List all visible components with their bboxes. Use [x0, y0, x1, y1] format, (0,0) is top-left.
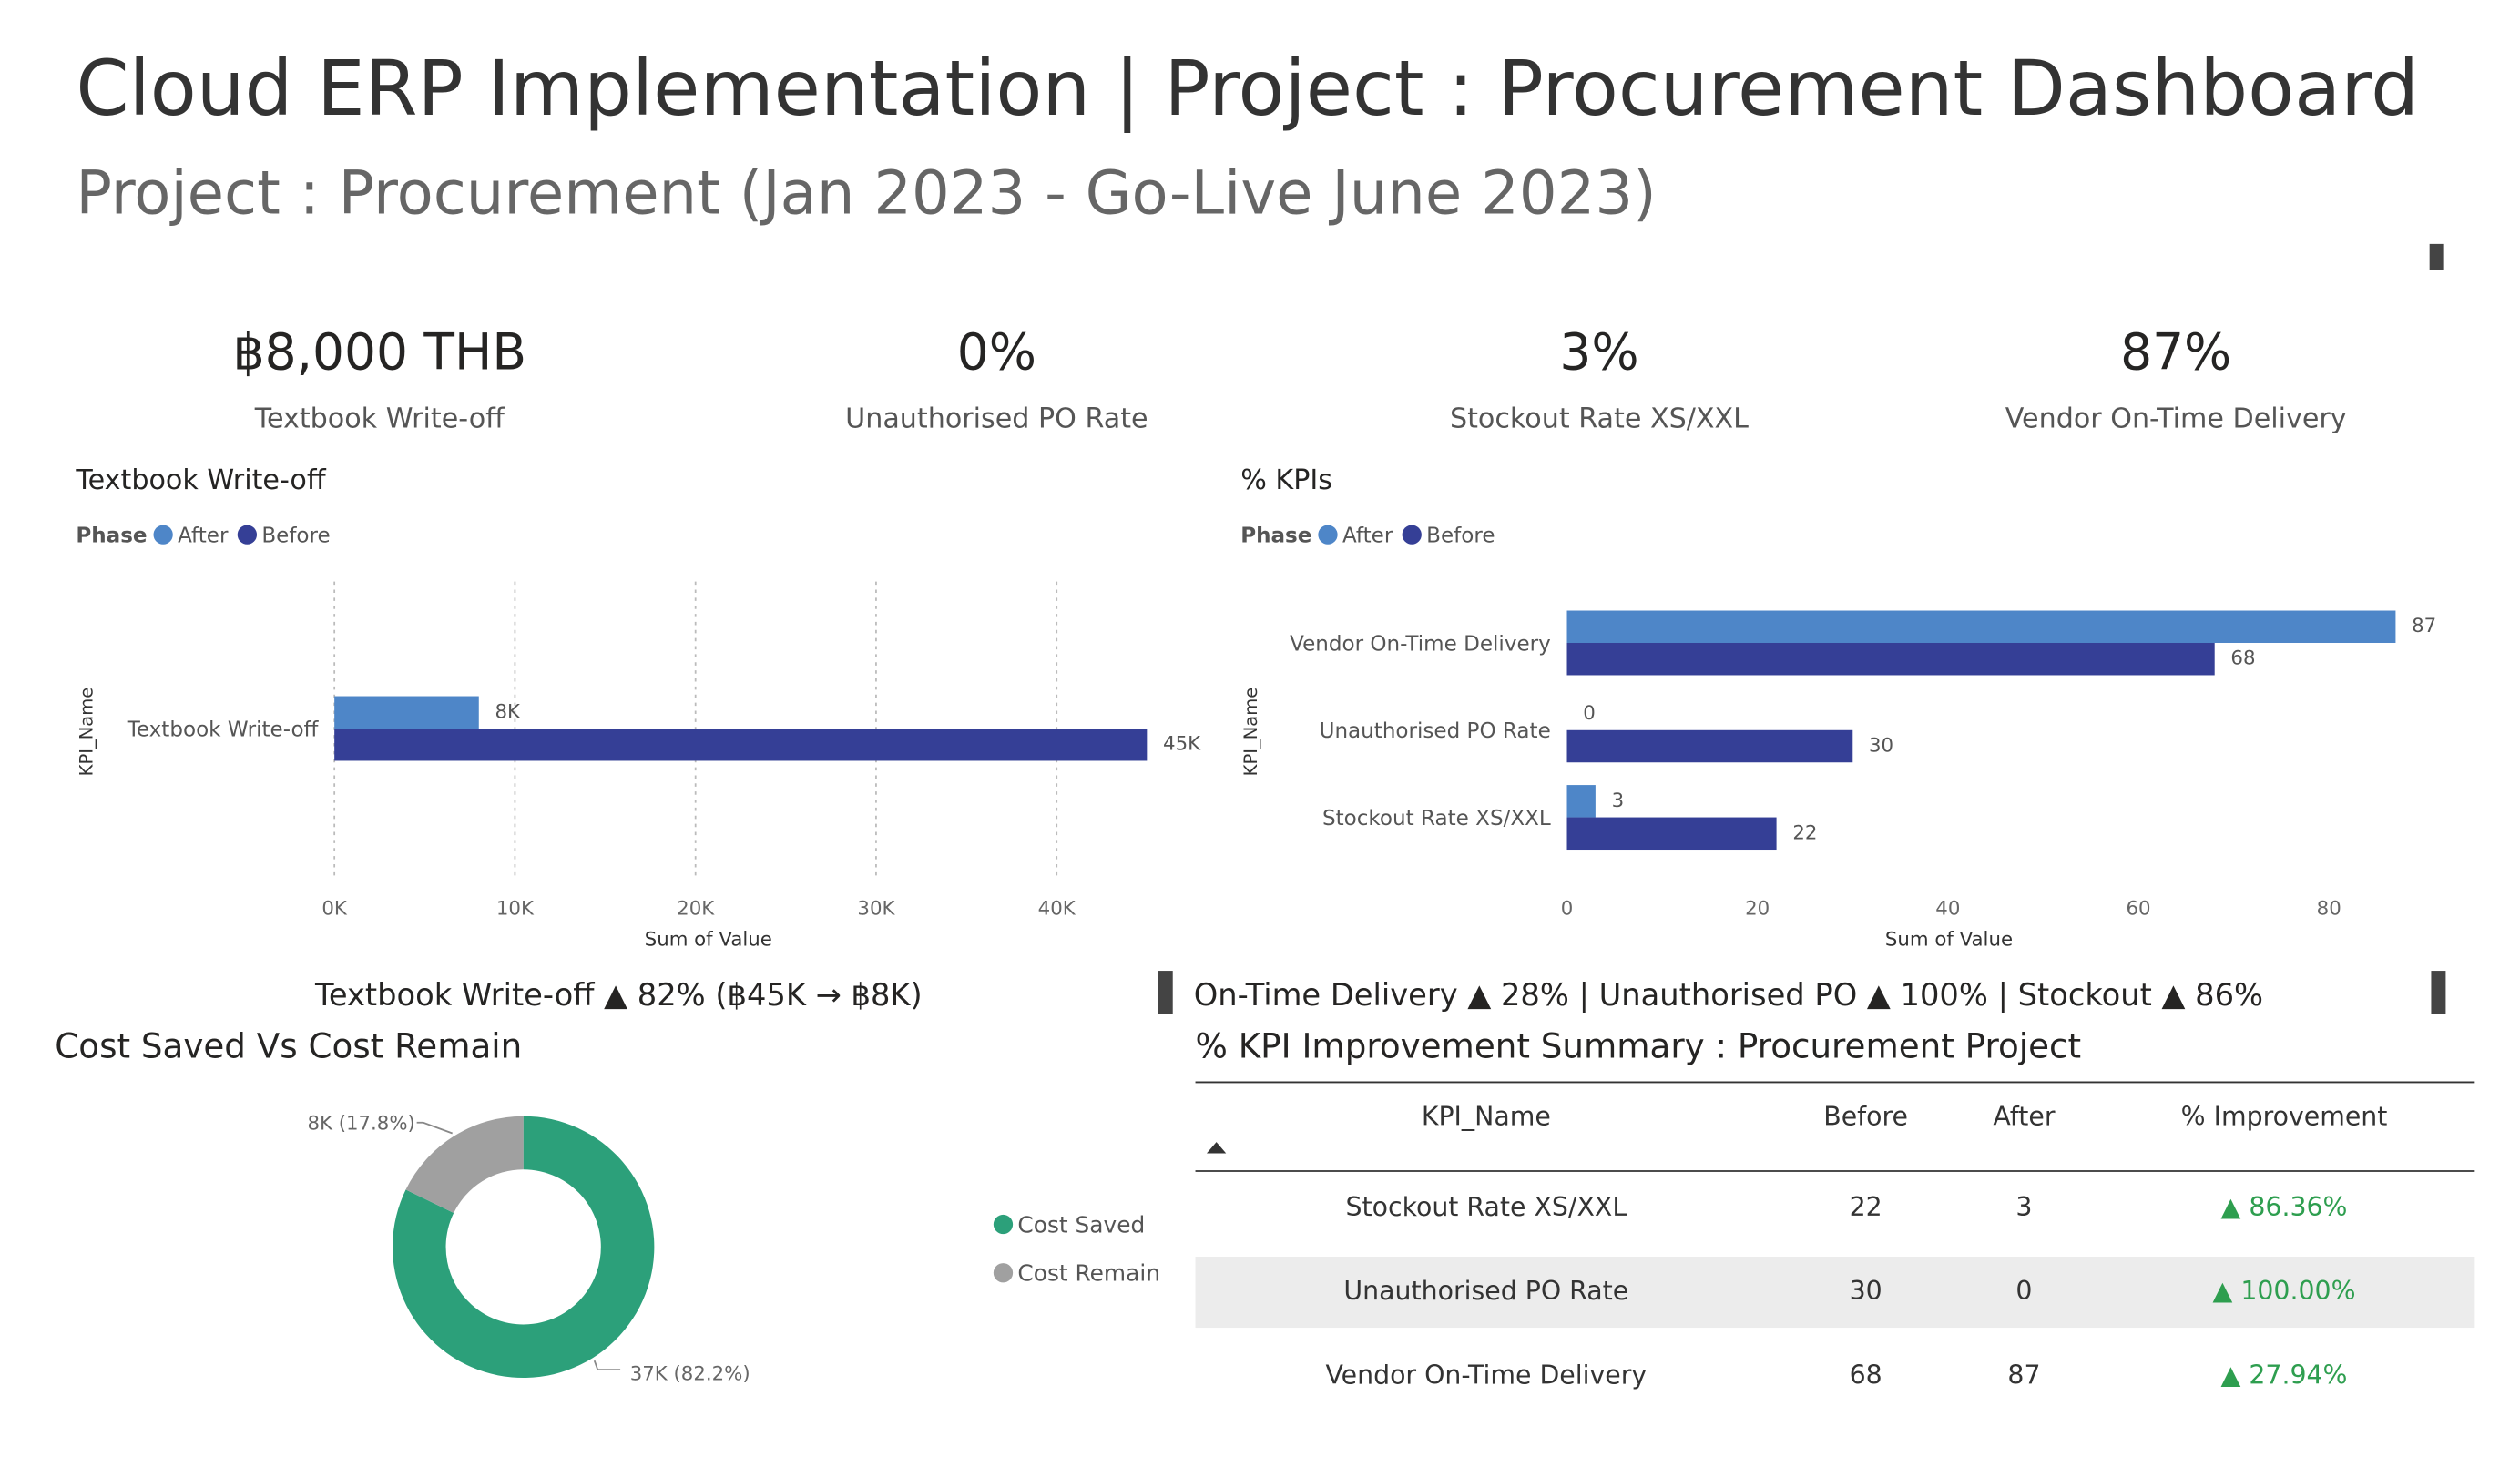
column-header: % Improvement	[2181, 1101, 2388, 1131]
y-tick-label: Unauthorised PO Rate	[1320, 719, 1551, 743]
kpi-value: 87%	[2120, 322, 2231, 381]
chart-annotation: On-Time Delivery ▲ 28% | Unauthorised PO…	[1194, 977, 2263, 1013]
bar	[334, 728, 1148, 761]
data-label: 30	[1869, 735, 1893, 758]
kpi-value: ฿8,000 THB	[233, 322, 526, 381]
kpi-label: Stockout Rate XS/XXL	[1450, 403, 1749, 435]
legend-marker	[1318, 525, 1338, 545]
x-tick-label: 20K	[677, 898, 715, 921]
column-header: KPI_Name	[1422, 1101, 1551, 1131]
bar	[1566, 642, 2215, 676]
data-label: 8K	[495, 700, 522, 723]
legend-label: Cost Saved	[1017, 1211, 1145, 1238]
row-background	[1195, 1257, 2475, 1329]
legend-label: Before	[1426, 524, 1495, 547]
legend-marker	[237, 525, 258, 545]
table-cell: Vendor On-Time Delivery	[1325, 1360, 1647, 1390]
legend-label: Before	[261, 524, 330, 547]
legend-marker	[1402, 525, 1422, 545]
legend-title: Phase	[76, 524, 147, 547]
legend-label: Cost Remain	[1017, 1260, 1160, 1287]
sort-icon	[1206, 1142, 1227, 1154]
kpi-label: Unauthorised PO Rate	[845, 403, 1148, 435]
chart-title: Textbook Write-off	[75, 464, 326, 496]
donut-slice	[405, 1116, 524, 1214]
table-title: % KPI Improvement Summary : Procurement …	[1196, 1026, 2082, 1066]
bar	[1566, 729, 1853, 763]
legend-label: After	[1342, 524, 1393, 547]
data-label: 0	[1583, 702, 1596, 725]
x-tick-label: 30K	[857, 898, 895, 921]
table-cell: Stockout Rate XS/XXL	[1346, 1192, 1627, 1222]
leader-line	[593, 1360, 621, 1371]
x-tick-label: 80	[2317, 898, 2341, 921]
legend-marker	[153, 525, 173, 545]
x-tick-label: 20	[1745, 898, 1770, 921]
y-tick-label: Vendor On-Time Delivery	[1290, 632, 1551, 656]
kpi-value: 0%	[957, 322, 1036, 381]
kpi-value: 3%	[1559, 322, 1638, 381]
decor	[1158, 971, 1173, 1014]
bar	[334, 696, 479, 728]
table-cell: ▲ 27.94%	[2221, 1360, 2348, 1390]
bar	[1566, 817, 1777, 851]
chart-title: Cost Saved Vs Cost Remain	[55, 1026, 522, 1066]
table-cell: ▲ 100.00%	[2213, 1276, 2356, 1306]
y-axis-label: KPI_Name	[1240, 688, 1261, 777]
x-tick-label: 40K	[1038, 898, 1076, 921]
data-label: 45K	[1163, 733, 1201, 756]
kpi-label: Textbook Write-off	[254, 403, 505, 435]
table-cell: Unauthorised PO Rate	[1343, 1276, 1628, 1306]
x-axis-label: Sum of Value	[645, 928, 772, 951]
x-tick-label: 0K	[321, 898, 348, 921]
leader-line	[416, 1121, 453, 1135]
y-tick-label: Stockout Rate XS/XXL	[1322, 807, 1551, 830]
chart-title: % KPIs	[1240, 464, 1332, 496]
donut-slice	[393, 1116, 655, 1379]
data-label: 8K (17.8%)	[307, 1113, 414, 1136]
table-cell: 87	[2007, 1360, 2040, 1390]
column-header: After	[1993, 1101, 2055, 1131]
y-tick-label: Textbook Write-off	[127, 718, 320, 741]
table-cell: 30	[1850, 1276, 1882, 1306]
data-label: 3	[1612, 790, 1625, 812]
table-cell: 68	[1850, 1360, 1882, 1390]
x-axis-label: Sum of Value	[1885, 928, 2013, 951]
page-title: Cloud ERP Implementation | Project : Pro…	[76, 45, 2419, 133]
data-label: 68	[2230, 647, 2255, 670]
legend-marker	[993, 1263, 1014, 1283]
bar	[1566, 785, 1596, 818]
column-header: Before	[1823, 1101, 1908, 1131]
data-label: 22	[1792, 821, 1817, 844]
x-tick-label: 10K	[496, 898, 535, 921]
legend-label: After	[178, 524, 229, 547]
legend-marker	[993, 1214, 1014, 1235]
decor	[2429, 243, 2444, 270]
y-axis-label: KPI_Name	[76, 688, 97, 777]
data-label: 87	[2412, 615, 2436, 637]
x-tick-label: 0	[1561, 898, 1574, 921]
chart-annotation: Textbook Write-off ▲ 82% (฿45K → ฿8K)	[314, 977, 923, 1013]
legend-title: Phase	[1240, 524, 1311, 547]
table-cell: ▲ 86.36%	[2221, 1192, 2348, 1222]
x-tick-label: 40	[1935, 898, 1960, 921]
table-cell: 3	[2015, 1192, 2032, 1222]
data-label: 37K (82.2%)	[630, 1362, 750, 1385]
kpi-label: Vendor On-Time Delivery	[2005, 403, 2347, 435]
table-cell: 0	[2015, 1276, 2032, 1306]
decor	[2431, 971, 2446, 1014]
page-subtitle: Project : Procurement (Jan 2023 - Go-Liv…	[76, 159, 1656, 229]
bar	[1566, 610, 2396, 643]
x-tick-label: 60	[2127, 898, 2151, 921]
table-cell: 22	[1850, 1192, 1882, 1222]
